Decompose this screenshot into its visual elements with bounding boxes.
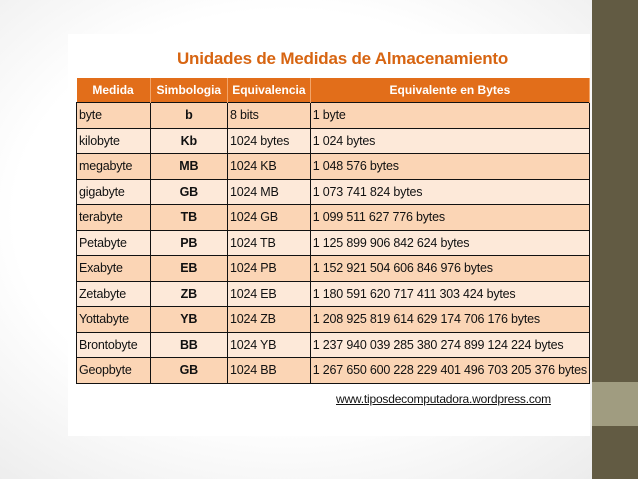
table-row: gigabyte GB 1024 MB 1 073 741 824 bytes <box>76 178 591 205</box>
cell-medida: Petabyte <box>76 229 151 256</box>
cell-equivalencia: 1024 BB <box>226 357 311 384</box>
cell-equivalencia: 1024 YB <box>226 331 311 358</box>
table-row: Zetabyte ZB 1024 EB 1 180 591 620 717 41… <box>76 280 591 307</box>
page-title: Unidades de Medidas de Almacenamiento <box>176 49 509 68</box>
cell-equivalencia: 1024 EB <box>226 280 311 307</box>
cell-simbologia: TB <box>149 204 228 231</box>
table-header-row: Medida Simbologia Equivalencia Equivalen… <box>76 78 591 103</box>
slide-content: Unidades de Medidas de Almacenamiento Me… <box>68 34 591 436</box>
table-row: Yottabyte YB 1024 ZB 1 208 925 819 614 6… <box>76 306 591 333</box>
cell-medida: gigabyte <box>76 178 151 205</box>
cell-medida: Zetabyte <box>76 280 151 307</box>
column-header-medida: Medida <box>76 78 151 103</box>
cell-equivalente-bytes: 1 byte <box>309 102 591 129</box>
cell-simbologia: ZB <box>149 280 228 307</box>
cell-simbologia: Kb <box>149 127 228 154</box>
table-row: Exabyte EB 1024 PB 1 152 921 504 606 846… <box>76 255 591 282</box>
cell-medida: kilobyte <box>76 127 151 154</box>
column-header-equivalencia: Equivalencia <box>227 78 311 103</box>
cell-medida: Geopbyte <box>76 357 151 384</box>
cell-simbologia: PB <box>149 229 228 256</box>
cell-equivalente-bytes: 1 152 921 504 606 846 976 bytes <box>309 255 591 282</box>
units-table: Medida Simbologia Equivalencia Equivalen… <box>76 78 591 384</box>
cell-equivalencia: 1024 PB <box>226 255 311 282</box>
cell-simbologia: GB <box>149 357 228 384</box>
cell-simbologia: BB <box>149 331 228 358</box>
cell-medida: byte <box>76 102 151 129</box>
cell-equivalente-bytes: 1 073 741 824 bytes <box>309 178 591 205</box>
cell-equivalente-bytes: 1 267 650 600 228 229 401 496 703 205 37… <box>309 357 591 384</box>
cell-equivalente-bytes: 1 125 899 906 842 624 bytes <box>309 229 591 256</box>
table-row: megabyte MB 1024 KB 1 048 576 bytes <box>76 153 591 180</box>
table-row: Petabyte PB 1024 TB 1 125 899 906 842 62… <box>76 229 591 256</box>
side-accent <box>592 382 638 426</box>
cell-medida: terabyte <box>76 204 151 231</box>
cell-equivalencia: 1024 GB <box>226 204 311 231</box>
cell-simbologia: b <box>149 102 228 129</box>
cell-equivalencia: 1024 ZB <box>226 306 311 333</box>
source-link[interactable]: www.tiposdecomputadora.wordpress.com <box>336 392 551 406</box>
column-header-equivalente-bytes: Equivalente en Bytes <box>310 78 591 103</box>
table-row: terabyte TB 1024 GB 1 099 511 627 776 by… <box>76 204 591 231</box>
cell-simbologia: MB <box>149 153 228 180</box>
cell-equivalencia: 8 bits <box>226 102 311 129</box>
cell-equivalencia: 1024 TB <box>226 229 311 256</box>
cell-equivalente-bytes: 1 048 576 bytes <box>309 153 591 180</box>
table-row: byte b 8 bits 1 byte <box>76 102 591 129</box>
cell-equivalente-bytes: 1 180 591 620 717 411 303 424 bytes <box>309 280 591 307</box>
cell-equivalencia: 1024 bytes <box>226 127 311 154</box>
table-row: Geopbyte GB 1024 BB 1 267 650 600 228 22… <box>76 357 591 384</box>
cell-medida: Exabyte <box>76 255 151 282</box>
cell-equivalente-bytes: 1 208 925 819 614 629 174 706 176 bytes <box>309 306 591 333</box>
cell-simbologia: YB <box>149 306 228 333</box>
cell-equivalencia: 1024 MB <box>226 178 311 205</box>
cell-equivalente-bytes: 1 024 bytes <box>309 127 591 154</box>
column-header-simbologia: Simbologia <box>150 78 228 103</box>
table-row: Brontobyte BB 1024 YB 1 237 940 039 285 … <box>76 331 591 358</box>
cell-equivalente-bytes: 1 237 940 039 285 380 274 899 124 224 by… <box>309 331 591 358</box>
cell-medida: Yottabyte <box>76 306 151 333</box>
cell-simbologia: EB <box>149 255 228 282</box>
cell-medida: Brontobyte <box>76 331 151 358</box>
cell-equivalente-bytes: 1 099 511 627 776 bytes <box>309 204 591 231</box>
cell-equivalencia: 1024 KB <box>226 153 311 180</box>
table-row: kilobyte Kb 1024 bytes 1 024 bytes <box>76 127 591 154</box>
cell-medida: megabyte <box>76 153 151 180</box>
cell-simbologia: GB <box>149 178 228 205</box>
